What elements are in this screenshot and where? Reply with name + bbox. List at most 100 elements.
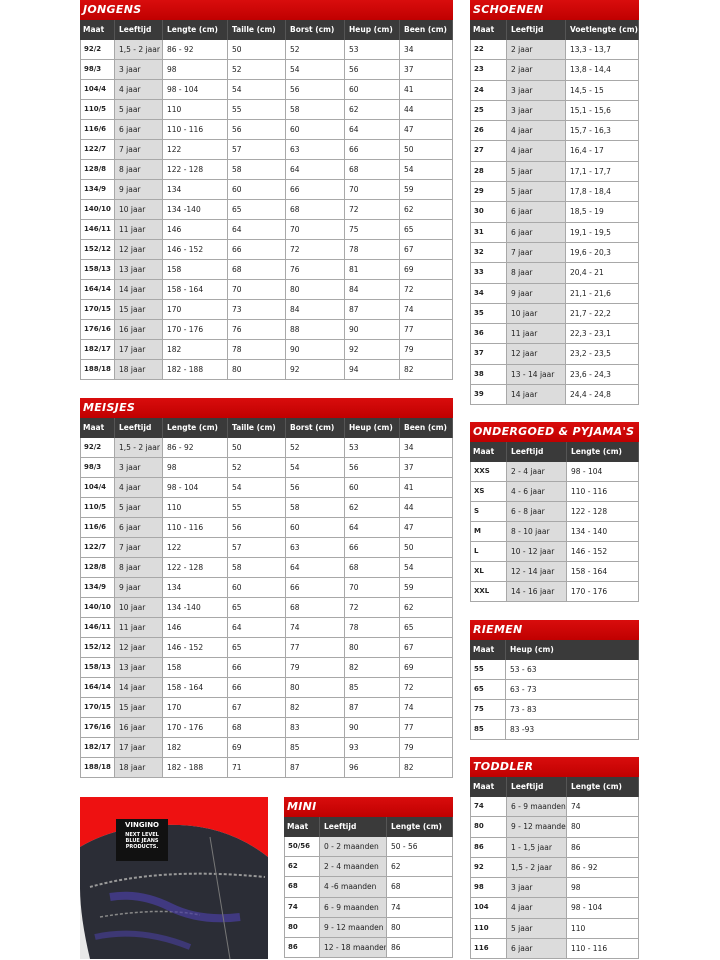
table-cell: 80 xyxy=(567,817,639,837)
table-cell: 134 xyxy=(163,180,228,199)
size-cell: 38 xyxy=(470,364,507,385)
table-cell: 75 xyxy=(345,220,400,239)
size-cell: 86 xyxy=(284,937,320,958)
riemen-table: RIEMEN Maat Heup (cm) 55 53 - 63 65 63 - 73 75 … xyxy=(470,620,639,740)
table-cell: 86 - 92 xyxy=(567,857,639,878)
column-header: Maat xyxy=(470,640,506,660)
table-cell: 63 xyxy=(286,140,345,159)
table-header-row: Maat Leeftijd Lengte (cm) xyxy=(470,777,639,797)
column-header: Maat xyxy=(470,442,507,462)
table-cell: 4 jaar xyxy=(115,478,163,497)
table-row: 34 9 jaar 21,1 - 21,6 xyxy=(470,283,639,304)
table-cell: 14 jaar xyxy=(507,385,566,405)
table-row: 74 6 - 9 maanden 74 xyxy=(284,897,453,918)
table-cell: 53 xyxy=(345,40,400,59)
table-row: 128/8 8 jaar 122 - 128 58 64 68 54 xyxy=(80,558,453,578)
table-cell: 54 xyxy=(400,160,453,179)
table-cell: 54 xyxy=(286,60,345,79)
table-row: 55 53 - 63 xyxy=(470,660,639,680)
column-header: Leeftijd xyxy=(115,418,163,438)
size-cell: 80 xyxy=(470,817,507,837)
column-header: Taille (cm) xyxy=(228,20,286,40)
size-cell: 92/2 xyxy=(80,438,115,457)
table-cell: 170 - 176 xyxy=(163,320,228,339)
table-cell: 2 jaar xyxy=(507,60,566,80)
table-cell: 182 - 188 xyxy=(163,360,228,379)
table-cell: 64 xyxy=(228,618,286,637)
table-cell: 60 xyxy=(345,478,400,497)
table-cell: 11 jaar xyxy=(507,324,566,344)
table-cell: 13 jaar xyxy=(115,658,163,677)
table-row: 104/4 4 jaar 98 - 104 54 56 60 41 xyxy=(80,80,453,100)
table-cell: 98 xyxy=(567,878,639,898)
table-cell: 60 xyxy=(286,120,345,139)
size-cell: 128/8 xyxy=(80,558,115,577)
table-cell: 50 xyxy=(228,438,286,457)
size-cell: 68 xyxy=(284,877,320,897)
table-cell: 98 - 104 xyxy=(567,462,639,481)
table-cell: 93 xyxy=(345,738,400,757)
table-cell: 52 xyxy=(286,40,345,59)
table-cell: 9 - 12 maanden xyxy=(507,817,567,837)
table-cell: 122 - 128 xyxy=(163,558,228,577)
column-header: Been (cm) xyxy=(400,20,453,40)
table-cell: 110 - 116 xyxy=(163,120,228,139)
table-cell: 72 xyxy=(400,678,453,697)
table-row: 26 4 jaar 15,7 - 16,3 xyxy=(470,121,639,142)
table-row: 22 2 jaar 13,3 - 13,7 xyxy=(470,40,639,61)
table-row: 74 6 - 9 maanden 74 xyxy=(470,797,639,818)
table-cell: 16 jaar xyxy=(115,718,163,737)
table-cell: 47 xyxy=(400,120,453,139)
table-row: 146/11 11 jaar 146 64 70 75 65 xyxy=(80,220,453,240)
size-cell: 116 xyxy=(470,939,507,959)
table-cell: 44 xyxy=(400,100,453,119)
table-cell: 110 - 116 xyxy=(567,482,639,501)
table-cell: 2 - 4 maanden xyxy=(320,857,387,877)
table-row: 122/7 7 jaar 122 57 63 66 50 xyxy=(80,140,453,160)
table-title: TODDLER xyxy=(470,757,639,777)
table-cell: 92 xyxy=(286,360,345,379)
column-header: Maat xyxy=(470,20,507,40)
size-cell: XXL xyxy=(470,582,507,601)
table-cell: 13,3 - 13,7 xyxy=(566,40,639,60)
table-cell: 9 - 12 maanden xyxy=(320,917,387,937)
table-cell: 8 jaar xyxy=(115,160,163,179)
table-cell: 34 xyxy=(400,40,453,59)
table-cell: 90 xyxy=(345,718,400,737)
column-header: Leeftijd xyxy=(507,442,567,462)
table-cell: 110 - 116 xyxy=(163,518,228,537)
table-cell: 58 xyxy=(228,160,286,179)
table-cell: 80 xyxy=(345,638,400,657)
table-cell: 170 xyxy=(163,698,228,717)
table-cell: 6 jaar xyxy=(115,518,163,537)
table-cell: 6 jaar xyxy=(115,120,163,139)
table-cell: 5 jaar xyxy=(507,918,567,939)
column-header: Leeftijd xyxy=(115,20,163,40)
column-header: Lengte (cm) xyxy=(163,20,228,40)
table-row: 80 9 - 12 maanden 80 xyxy=(284,917,453,938)
table-row: 98/3 3 jaar 98 52 54 56 37 xyxy=(80,60,453,80)
size-cell: 80 xyxy=(284,917,320,937)
size-cell: 31 xyxy=(470,222,507,242)
table-cell: 74 xyxy=(567,797,639,817)
column-header: Maat xyxy=(470,777,507,797)
table-cell: 88 xyxy=(286,320,345,339)
table-cell: 41 xyxy=(400,80,453,99)
size-cell: 28 xyxy=(470,161,507,182)
size-cell: 24 xyxy=(470,80,507,100)
table-cell: 50 xyxy=(400,538,453,557)
size-cell: 50/56 xyxy=(284,837,320,857)
table-row: 182/17 17 jaar 182 69 85 93 79 xyxy=(80,738,453,758)
table-cell: 15,1 - 15,6 xyxy=(566,100,639,121)
table-cell: 1,5 - 2 jaar xyxy=(115,438,163,457)
table-cell: 74 xyxy=(286,618,345,637)
table-header-row: Maat Leeftijd Lengte (cm) xyxy=(470,442,639,462)
table-row: 116 6 jaar 110 - 116 xyxy=(470,939,639,960)
table-cell: 98 - 104 xyxy=(163,478,228,497)
table-cell: 68 xyxy=(286,200,345,219)
size-cell: 27 xyxy=(470,141,507,161)
size-cell: 110/5 xyxy=(80,498,115,517)
table-row: 85 83 -93 xyxy=(470,720,639,740)
table-row: 92/2 1,5 - 2 jaar 86 - 92 50 52 53 34 xyxy=(80,438,453,458)
